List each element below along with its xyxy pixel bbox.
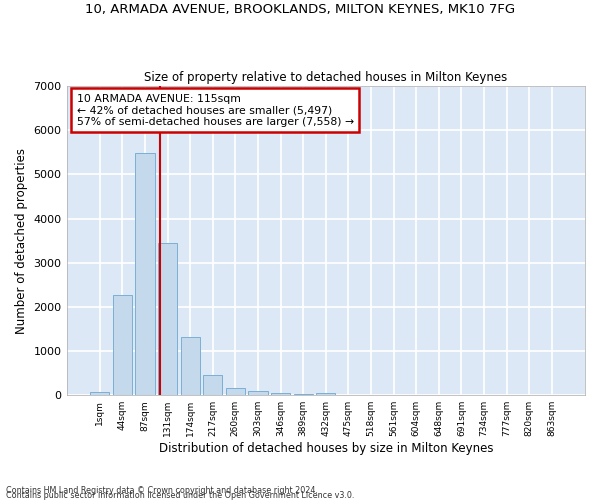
Y-axis label: Number of detached properties: Number of detached properties bbox=[15, 148, 28, 334]
Bar bbox=[203, 375, 223, 395]
Bar bbox=[136, 153, 155, 395]
Bar bbox=[271, 393, 290, 395]
X-axis label: Distribution of detached houses by size in Milton Keynes: Distribution of detached houses by size … bbox=[158, 442, 493, 455]
Bar bbox=[90, 392, 109, 395]
Text: Contains public sector information licensed under the Open Government Licence v3: Contains public sector information licen… bbox=[6, 491, 355, 500]
Bar bbox=[181, 337, 200, 395]
Bar bbox=[226, 388, 245, 395]
Text: Contains HM Land Registry data © Crown copyright and database right 2024.: Contains HM Land Registry data © Crown c… bbox=[6, 486, 318, 495]
Bar bbox=[113, 294, 132, 395]
Bar bbox=[293, 394, 313, 395]
Title: Size of property relative to detached houses in Milton Keynes: Size of property relative to detached ho… bbox=[144, 70, 508, 84]
Bar bbox=[158, 243, 177, 395]
Bar bbox=[316, 393, 335, 395]
Text: 10, ARMADA AVENUE, BROOKLANDS, MILTON KEYNES, MK10 7FG: 10, ARMADA AVENUE, BROOKLANDS, MILTON KE… bbox=[85, 2, 515, 16]
Bar bbox=[248, 391, 268, 395]
Text: 10 ARMADA AVENUE: 115sqm
← 42% of detached houses are smaller (5,497)
57% of sem: 10 ARMADA AVENUE: 115sqm ← 42% of detach… bbox=[77, 94, 354, 127]
